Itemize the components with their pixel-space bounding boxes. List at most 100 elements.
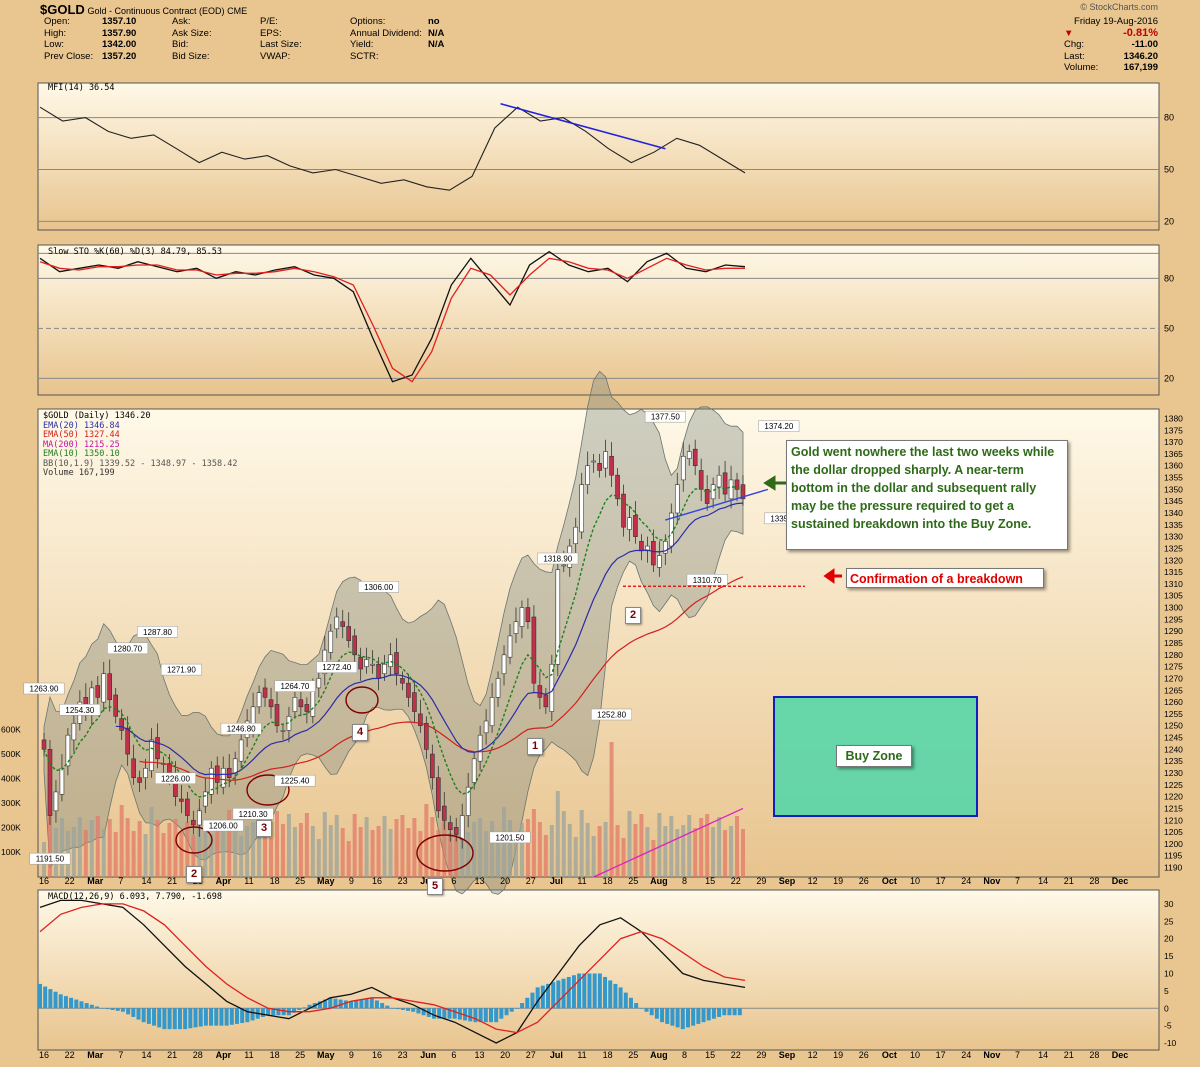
x-axis-label: 29 (756, 876, 766, 886)
macd-histogram-bar (483, 1008, 488, 1023)
price-label: 1287.80 (137, 626, 178, 638)
volume-bar (298, 823, 303, 877)
price-label-box (758, 420, 800, 432)
x-axis-label: 12 (808, 876, 818, 886)
macd-histogram-bar (323, 999, 328, 1009)
macd-histogram-bar (271, 1008, 276, 1016)
price-tick-label: 1365 (1164, 449, 1183, 459)
candle-body (543, 694, 549, 708)
price-tick-label: 1340 (1164, 508, 1183, 518)
candle-body (53, 791, 59, 812)
price-label-box (154, 772, 196, 785)
volume-bar (579, 810, 584, 877)
candle-body (645, 545, 650, 552)
candle-body (274, 704, 280, 727)
price-label-text: 1210.30 (239, 810, 268, 819)
candle-body (716, 474, 722, 488)
macd-histogram-bar (732, 1008, 737, 1016)
x-axis-label: 22 (731, 876, 741, 886)
candle-body (316, 678, 322, 689)
volume-bar (310, 826, 315, 877)
x-axis-label: 7 (118, 876, 123, 886)
macd-histogram-bar (556, 980, 561, 1009)
x-axis-label: 7 (1015, 1050, 1020, 1060)
macd-histogram-bar (452, 1008, 457, 1019)
volume-bar (478, 818, 483, 877)
volume-bar (729, 826, 734, 877)
price-tick-label: 1275 (1164, 662, 1183, 672)
x-axis-label: 14 (1038, 876, 1048, 886)
macd-histogram-bar (198, 1008, 203, 1027)
macd-histogram-bar (141, 1008, 146, 1023)
candle-body (119, 718, 124, 731)
macd-histogram-bar (499, 1008, 504, 1019)
volume-bar (251, 822, 256, 877)
volume-bar (735, 816, 740, 877)
last-size-label: Last Size: (260, 39, 302, 50)
macd-histogram-bar (120, 1008, 125, 1012)
macd-histogram-bar (245, 1008, 250, 1023)
volume-bar (657, 813, 662, 877)
price-tick-label: 1195 (1164, 851, 1183, 861)
wave-marker-3: 3 (256, 820, 272, 837)
macd-histogram-bar (219, 1008, 224, 1026)
price-tick-label: 1240 (1164, 744, 1183, 754)
macd-histogram-bar (240, 1008, 245, 1024)
candle-body (621, 493, 626, 528)
x-axis-label: 21 (167, 1050, 177, 1060)
volume-bar (531, 809, 536, 877)
macd-histogram-bar (38, 983, 42, 1009)
macd-histogram-bar (706, 1008, 711, 1021)
candle-body (507, 635, 513, 658)
volume-bar (567, 824, 572, 877)
candle-body (143, 767, 148, 779)
candle-body (561, 564, 567, 567)
x-axis-label: 10 (910, 876, 920, 886)
x-axis-label: 10 (910, 1050, 920, 1060)
price-label: 1252.80 (591, 708, 633, 721)
macd-histogram-bar (587, 973, 592, 1009)
candle-body (692, 448, 698, 467)
x-axis-label: Oct (882, 876, 897, 886)
x-axis-label: 11 (244, 876, 253, 886)
price-label-box (274, 774, 316, 787)
candle-body (95, 685, 101, 698)
x-axis-label: 21 (1064, 876, 1074, 886)
price-label-text: 1287.80 (143, 628, 172, 637)
candle-body (477, 734, 483, 762)
price-tick-label: 1235 (1164, 756, 1183, 766)
x-axis-label: Aug (650, 876, 668, 886)
bid-label: Bid: (172, 39, 189, 50)
macd-histogram-bar (100, 1008, 105, 1009)
wave-marker-2a: 2 (186, 866, 202, 883)
macd-histogram-bar (685, 1008, 690, 1028)
macd-histogram-bar (126, 1008, 131, 1015)
volume-bar (89, 820, 94, 877)
x-axis-label: Jun (420, 1050, 436, 1060)
macd-tick-label: 10 (1164, 968, 1174, 978)
price-label-box (202, 819, 244, 832)
price-label: 1191.50 (29, 852, 71, 865)
x-axis-label: 25 (628, 876, 638, 886)
x-axis-label: 11 (577, 876, 586, 886)
candle-body (728, 479, 734, 500)
highlight-circle (246, 774, 290, 806)
volume-bar (723, 830, 728, 877)
x-axis-label: 16 (372, 876, 382, 886)
volume-bar (161, 833, 166, 877)
prev-close-label: Prev Close: (44, 50, 94, 62)
price-tick-label: 1280 (1164, 650, 1183, 660)
dividend-label: Annual Dividend: (350, 27, 422, 39)
price-label-text: 1201.50 (496, 833, 525, 842)
x-axis-label: 25 (295, 1050, 305, 1060)
price-label: 1226.00 (154, 772, 196, 785)
macd-histogram-bar (297, 1008, 302, 1010)
exchange-name: CME (227, 6, 248, 16)
macd-histogram-bar (473, 1008, 478, 1023)
candle-body (704, 489, 710, 504)
mfi-tick-label: 80 (1164, 113, 1174, 123)
macd-histogram-bar (577, 973, 582, 1009)
price-tick-label: 1370 (1164, 437, 1183, 447)
candle-body (441, 805, 447, 821)
volume-bar (215, 824, 220, 877)
